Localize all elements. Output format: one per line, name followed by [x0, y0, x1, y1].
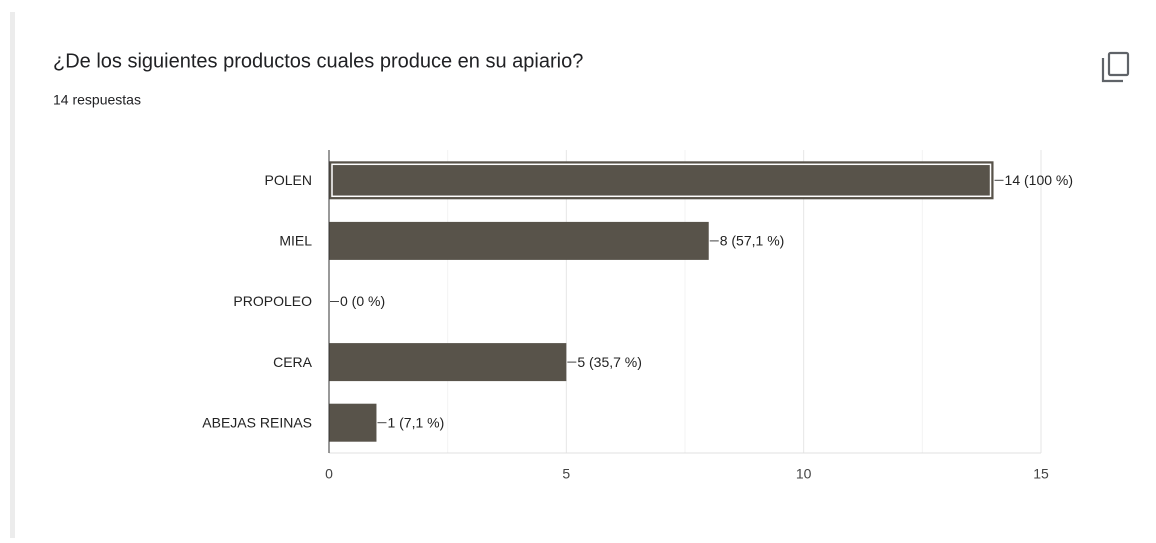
y-tick-label: POLEN	[265, 172, 312, 188]
value-label: 0 (0 %)	[340, 293, 385, 309]
copy-icon[interactable]	[1101, 51, 1130, 83]
copy-icon-back[interactable]	[1101, 58, 1123, 83]
value-label: 1 (7,1 %)	[387, 414, 444, 430]
chart-subtitle: 14 respuestas	[53, 92, 141, 108]
y-tick-label: MIEL	[279, 233, 312, 249]
y-tick-label: CERA	[273, 354, 313, 370]
value-label: 14 (100 %)	[1005, 172, 1073, 188]
value-label: 5 (35,7 %)	[577, 354, 642, 370]
value-label: 8 (57,1 %)	[720, 233, 785, 249]
bar	[329, 161, 994, 200]
y-tick-label: PROPOLEO	[233, 293, 312, 309]
bar	[329, 343, 567, 382]
bar-highlight	[331, 163, 992, 198]
y-tick-label: ABEJAS REINAS	[202, 414, 312, 430]
chart-title: ¿De los siguientes productos cuales prod…	[53, 50, 583, 72]
copy-icon-front[interactable]	[1107, 51, 1130, 77]
card-edge	[10, 12, 15, 538]
x-tick-label: 10	[796, 466, 812, 482]
bar	[329, 221, 709, 260]
x-tick-label: 5	[562, 466, 570, 482]
x-tick-label: 0	[325, 466, 333, 482]
bar	[329, 403, 377, 442]
x-tick-label: 15	[1033, 466, 1049, 482]
